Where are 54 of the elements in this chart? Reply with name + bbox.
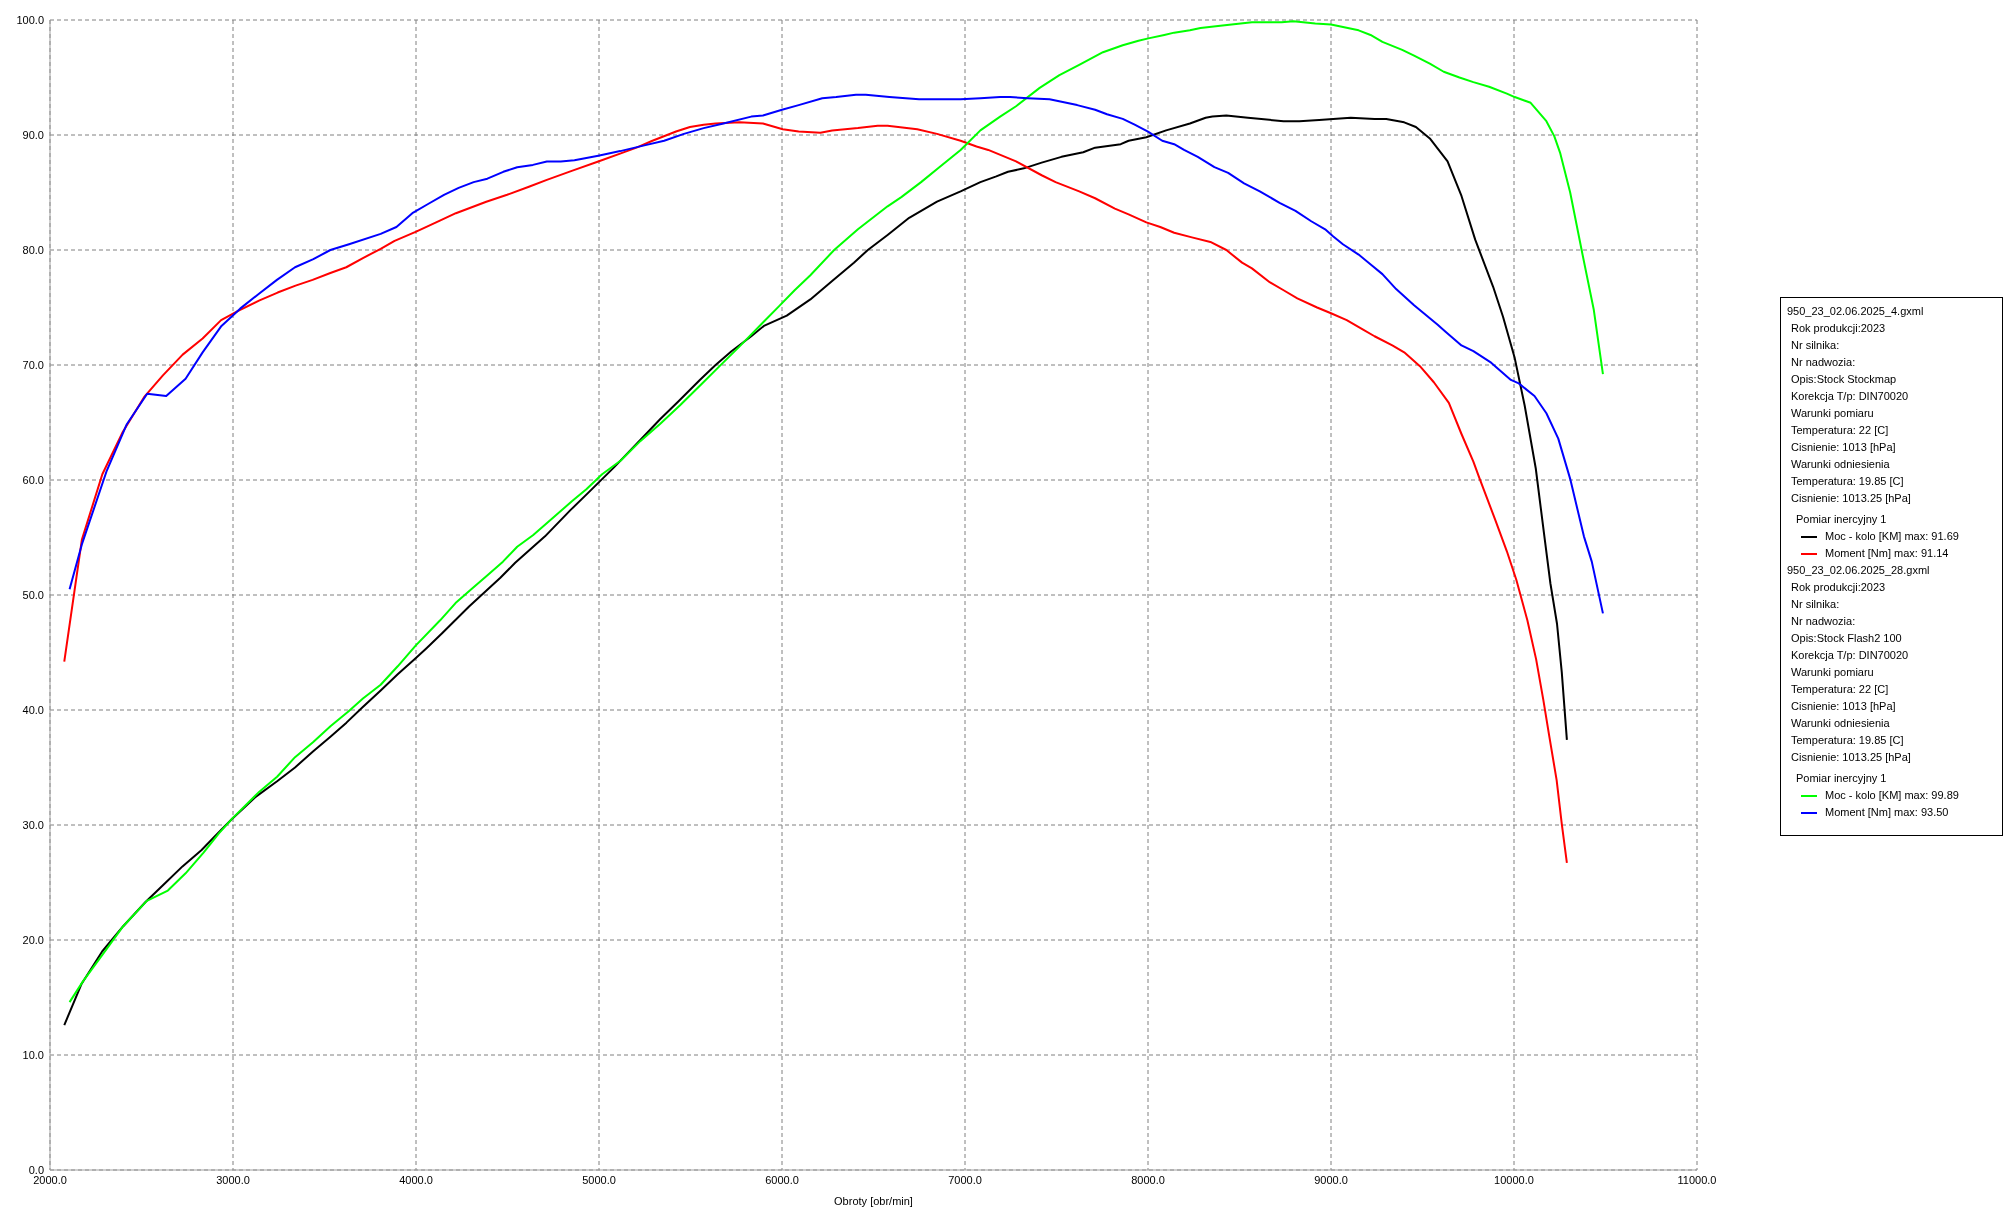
x-tick-label: 3000.0 <box>216 1173 250 1186</box>
text: Opis:Stock Flash2 100 <box>1790 631 1903 646</box>
text: Rok produkcji:2023 <box>1790 580 1887 595</box>
text: Temperatura: 22 [C] <box>1790 682 1890 697</box>
y-tick-label: 90.0 <box>22 128 44 141</box>
legend-label: Moc - kolo [KM] max: 91.69 <box>1825 529 1959 544</box>
x-tick-label: 8000.0 <box>1131 1173 1165 1186</box>
legend-label: Moment [Nm] max: 93.50 <box>1825 805 1949 820</box>
line-series <box>68 93 1604 615</box>
y-tick-label: 40.0 <box>22 703 44 716</box>
y-tick-label: 100.0 <box>16 13 44 26</box>
x-tick-label: 9000.0 <box>1314 1173 1348 1186</box>
y-tick-label: 70.0 <box>22 358 44 371</box>
text: Nr silnika: <box>1790 338 1841 353</box>
text: Warunki odniesienia <box>1790 716 1891 731</box>
text: Temperatura: 19.85 [C] <box>1790 733 1905 748</box>
text: Nr silnika: <box>1790 597 1841 612</box>
y-tick-label: 80.0 <box>22 243 44 256</box>
text: Opis:Stock Stockmap <box>1790 372 1898 387</box>
x-tick-label: 2000.0 <box>33 1173 67 1186</box>
text: Warunki pomiaru <box>1790 665 1875 680</box>
text: Temperatura: 22 [C] <box>1790 423 1890 438</box>
text: Pomiar inercyjny 1 <box>1795 771 1888 786</box>
y-tick-label: 30.0 <box>22 818 44 831</box>
text: Rok produkcji:2023 <box>1790 321 1887 336</box>
text: Nr nadwozia: <box>1790 614 1857 629</box>
x-tick-label: 5000.0 <box>582 1173 616 1186</box>
text: Korekcja T/p: DIN70020 <box>1790 648 1910 663</box>
text: Cisnienie: 1013 [hPa] <box>1790 699 1897 714</box>
x-tick-label: 7000.0 <box>948 1173 982 1186</box>
x-axis-title: Obroty [obr/min] <box>834 1195 913 1207</box>
text: Cisnienie: 1013.25 [hPa] <box>1790 750 1912 765</box>
x-tick-label: 11000.0 <box>1677 1173 1717 1186</box>
text: Nr nadwozia: <box>1790 355 1857 370</box>
y-tick-label: 10.0 <box>22 1048 44 1061</box>
text: 950_23_02.06.2025_4.gxml <box>1787 304 1925 319</box>
y-tick-label: 60.0 <box>22 473 44 486</box>
line-series <box>63 121 1568 864</box>
text: Temperatura: 19.85 [C] <box>1790 474 1905 489</box>
text: Korekcja T/p: DIN70020 <box>1790 389 1910 404</box>
text: 950_23_02.06.2025_28.gxml <box>1787 563 1931 578</box>
x-tick-label: 10000.0 <box>1494 1173 1534 1186</box>
text: Pomiar inercyjny 1 <box>1795 512 1888 527</box>
legend-label: Moment [Nm] max: 91.14 <box>1825 546 1949 561</box>
legend-label: Moc - kolo [KM] max: 99.89 <box>1825 788 1959 803</box>
text: Warunki odniesienia <box>1790 457 1891 472</box>
x-tick-label: 6000.0 <box>765 1173 799 1186</box>
y-tick-label: 20.0 <box>22 933 44 946</box>
text: Cisnienie: 1013.25 [hPa] <box>1790 491 1912 506</box>
y-tick-label: 0.0 <box>28 1163 44 1176</box>
x-tick-label: 4000.0 <box>399 1173 433 1186</box>
text: Cisnienie: 1013 [hPa] <box>1790 440 1897 455</box>
y-tick-label: 50.0 <box>22 588 44 601</box>
text: Warunki pomiaru <box>1790 406 1875 421</box>
